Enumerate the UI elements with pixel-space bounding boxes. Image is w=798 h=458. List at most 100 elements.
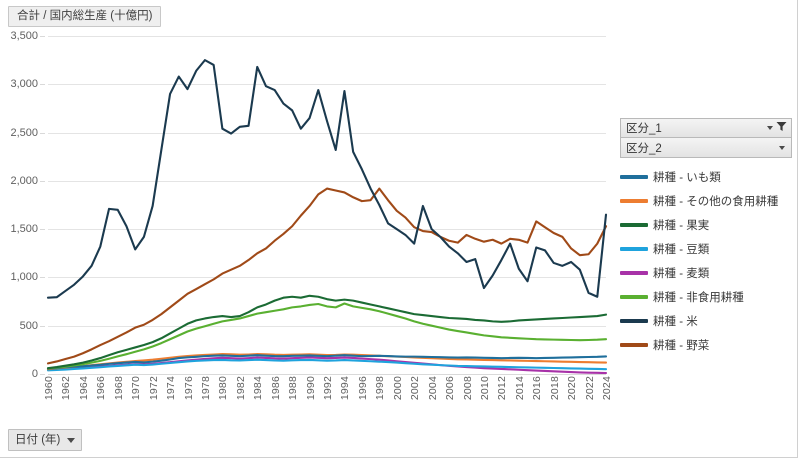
x-axis-tick-label: 1968 bbox=[112, 376, 125, 401]
y-axis-tick-label: 3,500 bbox=[10, 30, 38, 42]
page-title: 合計 / 国内総生産 (十億円) bbox=[8, 6, 162, 27]
x-axis-tick-label: 2024 bbox=[601, 376, 613, 401]
y-axis-tick bbox=[40, 180, 45, 182]
x-axis-tick-label: 1964 bbox=[77, 376, 90, 401]
x-axis-tick-label: 1990 bbox=[304, 376, 317, 401]
legend-color-swatch bbox=[620, 247, 648, 251]
series-line bbox=[46, 358, 608, 372]
x-axis-tick-label: 2022 bbox=[583, 376, 596, 401]
y-axis-tick-label: 2,000 bbox=[10, 174, 38, 187]
x-axis-tick-label: 1966 bbox=[95, 376, 108, 401]
x-axis-tick-label: 2018 bbox=[548, 376, 561, 401]
gridline bbox=[48, 180, 606, 182]
series-line bbox=[46, 302, 608, 370]
legend-item[interactable]: 耕種 - 非食用耕種 bbox=[620, 285, 792, 309]
series-line bbox=[46, 354, 608, 370]
y-axis-tick bbox=[40, 325, 45, 327]
gridline bbox=[48, 229, 606, 231]
date-field-button[interactable]: 日付 (年) bbox=[8, 429, 83, 451]
x-axis-tick-label: 1978 bbox=[199, 376, 212, 401]
legend-color-swatch bbox=[620, 199, 648, 203]
legend-item[interactable]: 耕種 - その他の食用耕種 bbox=[620, 189, 792, 213]
legend-item[interactable]: 耕種 - 麦類 bbox=[620, 261, 792, 285]
x-axis-tick-label: 1980 bbox=[217, 376, 230, 401]
filter-row-kubun2[interactable]: 区分_2 bbox=[620, 138, 792, 158]
legend-item[interactable]: 耕種 - 米 bbox=[620, 309, 792, 333]
x-axis-tick-label: 1976 bbox=[182, 376, 195, 401]
legend-label: 耕種 - 麦類 bbox=[653, 268, 710, 280]
legend-color-swatch bbox=[620, 295, 648, 299]
legend-color-swatch bbox=[620, 319, 648, 323]
legend-color-swatch bbox=[620, 175, 648, 179]
filter-funnel-icon[interactable] bbox=[776, 121, 787, 135]
x-axis-tick-label: 1982 bbox=[234, 376, 247, 401]
chevron-down-icon[interactable] bbox=[767, 126, 773, 130]
x-axis-tick-label: 1988 bbox=[287, 376, 300, 401]
legend-label: 耕種 - 野菜 bbox=[653, 340, 710, 352]
legend-item[interactable]: 耕種 - 野菜 bbox=[620, 333, 792, 357]
gridline bbox=[48, 325, 606, 327]
legend-item[interactable]: 耕種 - 豆類 bbox=[620, 237, 792, 261]
gridline bbox=[48, 277, 606, 279]
x-axis-tick-label: 1986 bbox=[269, 376, 282, 401]
y-axis-tick-label: 1,000 bbox=[10, 271, 38, 284]
y-axis: 3,500 3,000 2,500 2,000 1,500 1,000 500 0 bbox=[0, 30, 45, 380]
legend-label: 耕種 - 非食用耕種 bbox=[653, 292, 744, 304]
x-axis-tick-label: 1992 bbox=[322, 376, 334, 401]
x-axis: 1960 1962 1964 1966 1968 1970 1972 1974 1976 1978… bbox=[43, 376, 613, 428]
x-axis-tick-label: 1974 bbox=[165, 376, 178, 401]
x-axis-tick-label: 2010 bbox=[478, 376, 491, 401]
y-axis-tick bbox=[40, 229, 45, 231]
x-axis-tick-label: 1984 bbox=[252, 376, 265, 401]
series-lines bbox=[46, 59, 608, 375]
series-line bbox=[46, 187, 608, 365]
x-axis-tick-label: 1972 bbox=[147, 376, 160, 401]
y-axis-tick bbox=[40, 36, 45, 37]
series-line bbox=[46, 59, 608, 299]
legend-label: 耕種 - 豆類 bbox=[653, 244, 710, 256]
x-axis-tick-label: 2002 bbox=[409, 376, 422, 401]
x-axis-tick-label: 1960 bbox=[43, 376, 55, 401]
legend-color-swatch bbox=[620, 271, 648, 275]
y-axis-tick-label: 1,500 bbox=[10, 223, 38, 236]
x-axis-tick-label: 2004 bbox=[426, 376, 439, 401]
x-axis-tick-label: 2016 bbox=[531, 376, 544, 401]
x-axis-line bbox=[48, 374, 606, 375]
y-axis-tick bbox=[40, 277, 45, 279]
right-panel: 区分_1 区分_2 耕種 - いも類 耕種 - その他の食用耕種 耕種 - 果実 耕種… bbox=[620, 118, 792, 357]
y-axis-tick-label: 3,000 bbox=[10, 78, 38, 91]
x-axis-tick-label: 1996 bbox=[356, 376, 369, 401]
y-axis-tick bbox=[40, 132, 45, 134]
x-axis-tick-label: 2020 bbox=[566, 376, 579, 401]
legend-color-swatch bbox=[620, 223, 648, 227]
date-field-label: 日付 (年) bbox=[15, 434, 61, 446]
filter-row-kubun1[interactable]: 区分_1 bbox=[620, 118, 792, 138]
gridline bbox=[48, 36, 606, 37]
x-axis-tick-label: 2014 bbox=[513, 376, 526, 401]
series-line bbox=[46, 294, 608, 370]
x-axis-tick-label: 1994 bbox=[339, 376, 352, 401]
legend: 耕種 - いも類 耕種 - その他の食用耕種 耕種 - 果実 耕種 - 豆類 耕種 - … bbox=[620, 165, 792, 357]
filter-label-kubun1: 区分_1 bbox=[626, 123, 662, 135]
x-axis-tick-label: 1998 bbox=[374, 376, 387, 401]
gridline bbox=[48, 132, 606, 134]
legend-label: 耕種 - その他の食用耕種 bbox=[653, 196, 779, 208]
y-axis-tick-label: 500 bbox=[19, 319, 38, 332]
gridline bbox=[48, 84, 606, 86]
x-axis-tick-label: 2008 bbox=[461, 376, 474, 401]
legend-label: 耕種 - 果実 bbox=[653, 220, 710, 232]
x-axis-tick-label: 1970 bbox=[130, 376, 143, 401]
legend-item[interactable]: 耕種 - 果実 bbox=[620, 213, 792, 237]
x-axis-tick-label: 1962 bbox=[60, 376, 73, 401]
legend-item[interactable]: 耕種 - いも類 bbox=[620, 165, 792, 189]
chevron-down-icon[interactable] bbox=[67, 437, 76, 443]
legend-label: 耕種 - 米 bbox=[653, 316, 698, 328]
x-axis-tick-label: 2006 bbox=[444, 376, 457, 401]
y-axis-tick bbox=[40, 84, 45, 86]
legend-label: 耕種 - いも類 bbox=[653, 172, 721, 184]
series-line bbox=[46, 353, 608, 371]
y-axis-tick-label: 2,500 bbox=[10, 126, 38, 139]
chevron-down-icon[interactable] bbox=[779, 145, 785, 150]
filter-label-kubun2: 区分_2 bbox=[626, 142, 662, 155]
